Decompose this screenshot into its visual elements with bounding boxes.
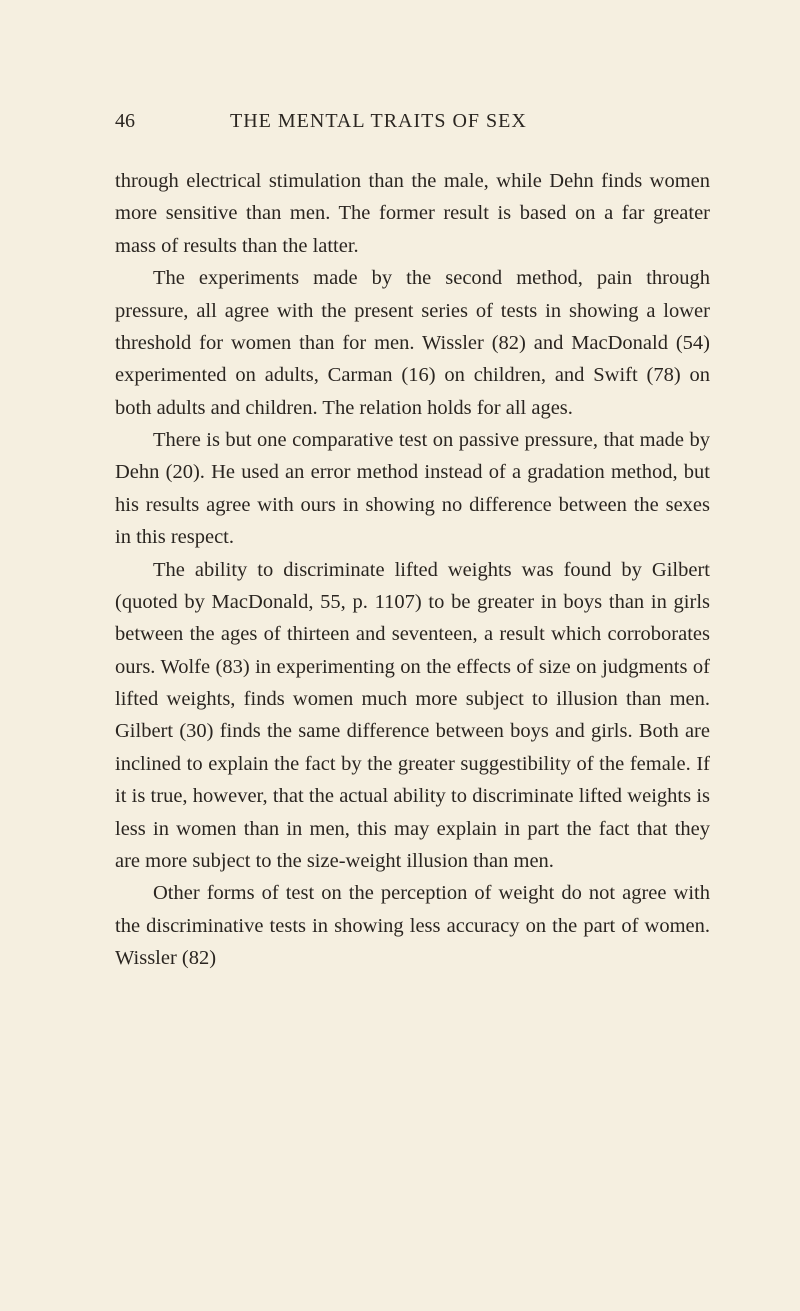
paragraph-3: There is but one comparative test on pas… xyxy=(115,424,710,554)
paragraph-5: Other forms of test on the perception of… xyxy=(115,877,710,974)
body-text: through electrical stimulation than the … xyxy=(115,165,710,974)
page-number: 46 xyxy=(115,110,135,133)
paragraph-4: The ability to discriminate lifted weigh… xyxy=(115,554,710,878)
page-header: 46 THE MENTAL TRAITS OF SEX xyxy=(115,110,710,133)
paragraph-1: through electrical stimulation than the … xyxy=(115,165,710,262)
running-title: THE MENTAL TRAITS OF SEX xyxy=(230,110,527,133)
paragraph-2: The experiments made by the second metho… xyxy=(115,262,710,424)
